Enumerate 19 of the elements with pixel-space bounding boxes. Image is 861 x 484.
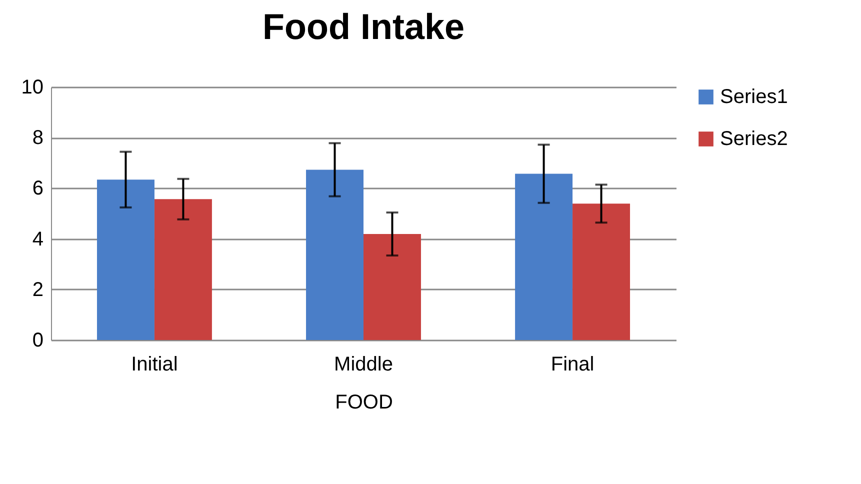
y-tick-label: 6 <box>32 178 44 200</box>
y-tick-label: 8 <box>32 127 44 150</box>
bar <box>364 234 421 340</box>
bar <box>96 180 154 340</box>
legend-label: Series1 <box>720 86 788 108</box>
x-tick-label: Initial <box>131 354 178 376</box>
y-tick-label: 0 <box>32 330 44 352</box>
bar <box>154 199 212 340</box>
bar <box>306 170 364 340</box>
y-tick-label: 4 <box>32 228 44 250</box>
chart-title: Food Intake <box>262 6 465 47</box>
legend-label: Series2 <box>720 128 788 150</box>
x-tick-label: Final <box>550 354 594 376</box>
bar <box>572 204 630 340</box>
y-tick-label: 2 <box>32 278 44 301</box>
x-axis-title: FOOD <box>335 392 393 414</box>
bar <box>515 174 573 340</box>
y-tick-label: 10 <box>21 76 44 98</box>
x-tick-label: Middle <box>334 354 393 376</box>
